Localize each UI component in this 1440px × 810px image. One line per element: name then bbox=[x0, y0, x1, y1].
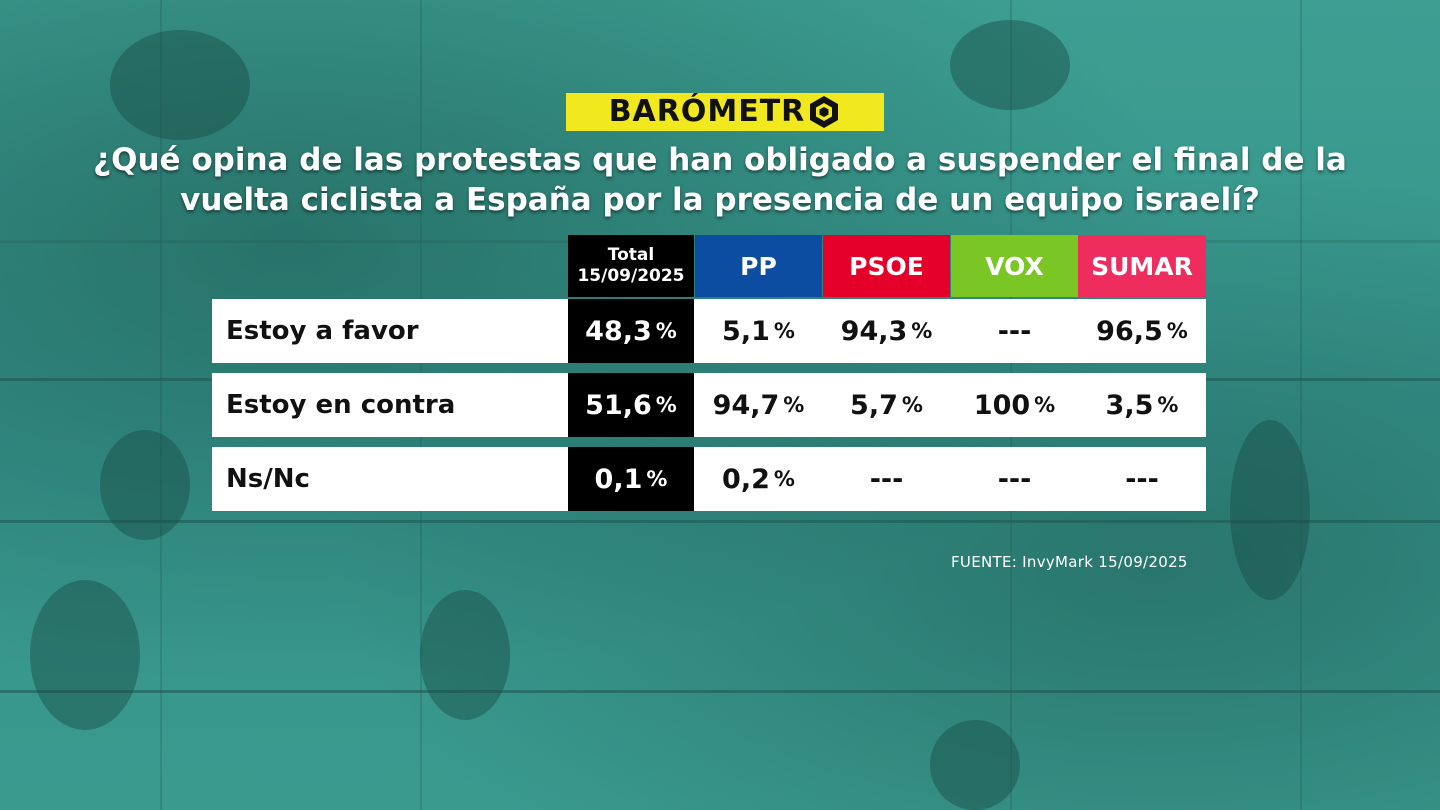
value-cell-vox: 100% bbox=[951, 373, 1078, 437]
cell-value: 0,2 bbox=[722, 463, 770, 495]
cell-value: --- bbox=[997, 315, 1032, 347]
value-cell-pp: 5,1% bbox=[695, 299, 822, 363]
cell-value: 96,5 bbox=[1096, 315, 1163, 347]
column-header-psoe: PSOE bbox=[823, 235, 950, 297]
value-cell-psoe: 5,7% bbox=[823, 373, 950, 437]
cell-value: 5,7 bbox=[850, 389, 898, 421]
value-cell-psoe: 94,3% bbox=[823, 299, 950, 363]
row-label: Estoy a favor bbox=[226, 316, 419, 346]
cell-value: 51,6 bbox=[585, 389, 652, 421]
unit-label: % bbox=[773, 467, 795, 491]
row-label: Estoy en contra bbox=[226, 390, 456, 420]
column-header-total-name: Total bbox=[607, 245, 655, 265]
cell-value: 3,5 bbox=[1105, 389, 1154, 421]
column-header-pp: PP bbox=[695, 235, 822, 297]
cell-value: 100 bbox=[973, 389, 1031, 421]
row-label: Ns/Nc bbox=[226, 464, 310, 494]
barometro-logo: BARÓMETR bbox=[566, 93, 884, 131]
unit-label: % bbox=[783, 393, 805, 417]
value-cell-sumar: 96,5% bbox=[1078, 299, 1206, 363]
cell-value: --- bbox=[997, 463, 1032, 495]
cell-value: 0,1 bbox=[594, 463, 643, 495]
cell-value: 48,3 bbox=[585, 315, 652, 347]
value-cell-vox: --- bbox=[951, 299, 1078, 363]
unit-label: % bbox=[1034, 393, 1056, 417]
source-note: FUENTE: InvyMark 15/09/2025 bbox=[951, 553, 1188, 571]
unit-label: % bbox=[773, 319, 795, 343]
value-cell-psoe: --- bbox=[823, 447, 950, 511]
column-header-vox: VOX bbox=[951, 235, 1078, 297]
table-row-ns-nc: Ns/Nc 0,1% 0,2% --- --- --- bbox=[212, 447, 1206, 511]
table-row-en-contra: Estoy en contra 51,6% 94,7% 5,7% 100% 3,… bbox=[212, 373, 1206, 437]
unit-label: % bbox=[646, 467, 668, 491]
value-cell-total: 51,6% bbox=[568, 373, 694, 437]
value-cell-sumar: --- bbox=[1078, 447, 1206, 511]
value-cell-total: 48,3% bbox=[568, 299, 694, 363]
cell-value: 94,7 bbox=[712, 389, 780, 421]
value-cell-pp: 0,2% bbox=[695, 447, 822, 511]
column-header-total: Total 15/09/2025 bbox=[568, 235, 694, 297]
chart-title: ¿Qué opina de las protestas que han obli… bbox=[93, 142, 1347, 218]
hexagon-cube-icon bbox=[810, 96, 839, 128]
cell-value: --- bbox=[869, 463, 904, 495]
unit-label: % bbox=[901, 393, 923, 417]
unit-label: % bbox=[1157, 393, 1179, 417]
table-row-a-favor: Estoy a favor 48,3% 5,1% 94,3% --- 96,5% bbox=[212, 299, 1206, 363]
column-header-sumar: SUMAR bbox=[1078, 235, 1206, 297]
cell-value: --- bbox=[1125, 463, 1159, 495]
cell-value: 94,3 bbox=[840, 315, 908, 347]
unit-label: % bbox=[911, 319, 933, 343]
logo-text: BARÓMETR bbox=[608, 94, 806, 129]
value-cell-total: 0,1% bbox=[568, 447, 694, 511]
value-cell-vox: --- bbox=[951, 447, 1078, 511]
unit-label: % bbox=[1166, 319, 1188, 343]
column-header-total-date: 15/09/2025 bbox=[577, 266, 685, 286]
unit-label: % bbox=[655, 319, 677, 343]
value-cell-sumar: 3,5% bbox=[1078, 373, 1206, 437]
value-cell-pp: 94,7% bbox=[695, 373, 822, 437]
unit-label: % bbox=[655, 393, 677, 417]
cell-value: 5,1 bbox=[722, 315, 770, 347]
